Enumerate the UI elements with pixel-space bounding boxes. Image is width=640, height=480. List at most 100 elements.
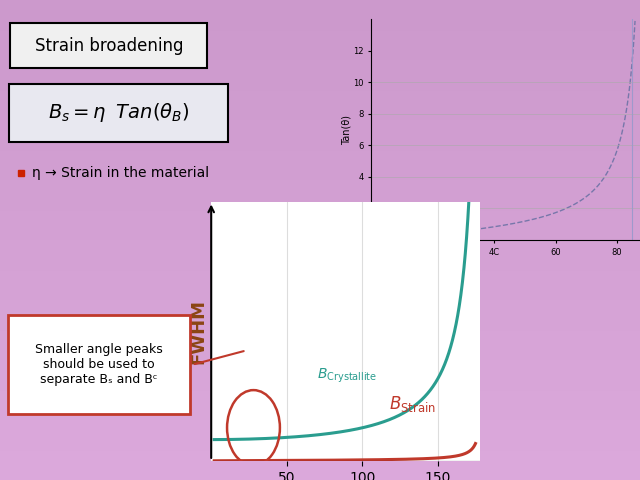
Bar [0, 2, 640, 5]
Text: $B_{\rm Strain}$: $B_{\rm Strain}$ [389, 394, 436, 414]
Bar [0, 173, 640, 175]
Bar [0, 377, 640, 379]
Bar [0, 96, 640, 98]
Bar [0, 127, 640, 130]
Bar [0, 298, 640, 300]
Bar [0, 226, 640, 228]
Bar [0, 259, 640, 262]
Bar [0, 190, 640, 192]
Bar [0, 360, 640, 362]
Bar [0, 132, 640, 134]
Bar [0, 26, 640, 29]
Bar [0, 70, 640, 72]
Bar [0, 293, 640, 295]
Bar [0, 341, 640, 343]
Bar [0, 192, 640, 194]
Bar [0, 106, 640, 108]
Bar [0, 386, 640, 389]
Bar [0, 391, 640, 394]
FancyBboxPatch shape [10, 23, 207, 68]
Bar [0, 370, 640, 372]
Bar [0, 312, 640, 314]
Bar [0, 194, 640, 197]
Bar [0, 353, 640, 355]
Bar [0, 46, 640, 48]
Bar [0, 202, 640, 204]
Bar [0, 41, 640, 43]
Bar [0, 430, 640, 432]
Bar [0, 252, 640, 254]
Bar [0, 307, 640, 310]
Bar [0, 156, 640, 158]
Bar [0, 50, 640, 53]
Bar [0, 319, 640, 322]
Bar [0, 180, 640, 182]
Bar [0, 283, 640, 286]
Bar [0, 118, 640, 120]
Bar [0, 137, 640, 139]
Bar [0, 182, 640, 185]
Bar [0, 98, 640, 101]
Bar [0, 101, 640, 103]
Bar [0, 382, 640, 384]
Bar [0, 175, 640, 178]
Bar [0, 91, 640, 94]
Bar [0, 403, 640, 406]
Bar [0, 125, 640, 127]
Bar [0, 14, 640, 17]
Bar [0, 36, 640, 38]
Bar [0, 151, 640, 154]
Bar [0, 358, 640, 360]
Bar [0, 384, 640, 386]
Bar [0, 216, 640, 218]
Bar [0, 418, 640, 420]
Bar [0, 31, 640, 34]
Bar [0, 199, 640, 202]
Bar [0, 55, 640, 58]
Bar [0, 221, 640, 223]
Bar [0, 29, 640, 31]
Bar [0, 372, 640, 374]
Bar [0, 211, 640, 214]
Bar [0, 94, 640, 96]
Bar [0, 331, 640, 334]
Bar [0, 322, 640, 324]
Bar [0, 334, 640, 336]
Bar [0, 12, 640, 14]
Bar [0, 454, 640, 456]
Bar [0, 209, 640, 211]
Bar [0, 77, 640, 79]
Bar [0, 300, 640, 302]
Bar [0, 62, 640, 65]
FancyBboxPatch shape [9, 84, 228, 142]
Bar [0, 170, 640, 173]
Bar [0, 247, 640, 250]
Bar [0, 74, 640, 77]
Bar [0, 24, 640, 26]
Text: $B_s = \eta \;\; Tan(\theta_B)$: $B_s = \eta \;\; Tan(\theta_B)$ [47, 101, 189, 124]
Bar [0, 240, 640, 242]
Bar [0, 444, 640, 446]
Text: η → Strain in the material: η → Strain in the material [31, 166, 209, 180]
Bar [0, 278, 640, 281]
Bar [0, 67, 640, 70]
Bar [0, 355, 640, 358]
Bar [0, 204, 640, 206]
Bar [0, 365, 640, 367]
Bar [0, 134, 640, 137]
Bar [0, 456, 640, 458]
Bar [0, 110, 640, 113]
Bar [0, 458, 640, 461]
Bar [0, 343, 640, 346]
Bar [0, 60, 640, 62]
Bar [0, 461, 640, 463]
Bar [0, 120, 640, 122]
Bar [0, 43, 640, 46]
Bar [0, 228, 640, 230]
Bar [0, 84, 640, 86]
Bar [0, 410, 640, 413]
Text: Smaller angle peaks
should be used to
separate Bₛ and Bᶜ: Smaller angle peaks should be used to se… [35, 343, 163, 386]
Bar [0, 398, 640, 401]
Bar [0, 230, 640, 233]
Bar [0, 468, 640, 470]
